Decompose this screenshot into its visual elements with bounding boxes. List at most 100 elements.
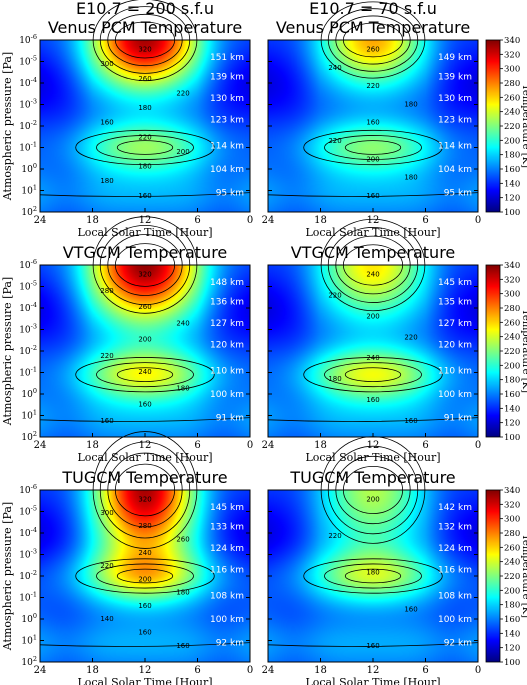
panel-title: VTGCM Temperature bbox=[63, 243, 228, 262]
y-tick-label: 10-3 bbox=[19, 548, 37, 561]
y-tick-label: 10-2 bbox=[19, 569, 37, 582]
x-tick-label: 0 bbox=[475, 215, 481, 226]
x-tick-label: 0 bbox=[247, 440, 253, 451]
y-tick-label: 100 bbox=[21, 612, 37, 625]
y-tick-label: 10-3 bbox=[19, 98, 37, 111]
colorbar-tick-label: 340 bbox=[504, 486, 520, 496]
contour-label: 200 bbox=[366, 312, 379, 320]
contour-label: 280 bbox=[138, 522, 151, 530]
altitude-labels: 145 km 133 km 124 km 116 km 108 km 100 km 92 k… bbox=[210, 503, 244, 648]
y-tick-label: 10-5 bbox=[19, 55, 37, 68]
x-axis: 24 18 12 6 0 Local Solar Time [Hour] bbox=[262, 658, 481, 685]
altitude-label: 120 km bbox=[210, 341, 244, 351]
altitude-labels: 148 km 136 km 127 km 120 km 110 km 100 km 91 k… bbox=[210, 278, 244, 423]
x-axis-label: Local Solar Time [Hour] bbox=[77, 676, 212, 685]
x-tick-label: 12 bbox=[139, 215, 152, 226]
x-tick-label: 0 bbox=[475, 440, 481, 451]
x-axis-label: Local Solar Time [Hour] bbox=[305, 451, 440, 464]
colorbar-label: Temperature [K] bbox=[520, 534, 527, 618]
contour-labels: 240 220 200 220 240 180 160 160 bbox=[328, 271, 417, 425]
contour-label: 180 bbox=[176, 384, 189, 392]
contour-label: 180 bbox=[138, 163, 151, 171]
y-tick-label: 10-3 bbox=[19, 323, 37, 336]
y-axis bbox=[268, 489, 478, 663]
altitude-labels: 145 km 135 km 127 km 120 km 110 km 100 km 91 k… bbox=[438, 278, 472, 423]
x-tick-label: 18 bbox=[314, 215, 327, 226]
contour-label: 300 bbox=[100, 60, 113, 68]
heatmap-image bbox=[268, 490, 478, 662]
altitude-label: 116 km bbox=[438, 566, 472, 576]
contour-label: 200 bbox=[366, 155, 379, 163]
contour-label: 160 bbox=[366, 192, 379, 200]
contour-label: 220 bbox=[404, 333, 417, 341]
contour-label: 240 bbox=[138, 368, 151, 376]
colorbar-tick-label: 100 bbox=[504, 658, 520, 668]
contour-label: 260 bbox=[138, 303, 151, 311]
colorbar-tick-label: 140 bbox=[504, 404, 520, 414]
x-axis: 24 18 12 6 0 Local Solar Time [Hour] bbox=[34, 433, 253, 464]
contour-label: 220 bbox=[176, 89, 189, 97]
x-axis: 24 18 12 6 0 Local Solar Time [Hour] bbox=[262, 208, 481, 239]
colorbar-tick-label: 240 bbox=[504, 558, 520, 568]
contour-label: 180 bbox=[138, 104, 151, 112]
y-tick-label: 100 bbox=[21, 387, 37, 400]
colorbar-tick-label: 320 bbox=[504, 500, 520, 510]
x-axis: 24 18 12 6 0 Local Solar Time [Hour] bbox=[34, 658, 253, 685]
panel-5: 320300280260240220200180160140160160145 … bbox=[1, 431, 253, 685]
contour-label: 160 bbox=[138, 192, 151, 200]
colorbar-tick-label: 340 bbox=[504, 36, 520, 46]
x-axis-label: Local Solar Time [Hour] bbox=[77, 451, 212, 464]
x-tick-label: 6 bbox=[194, 215, 200, 226]
contour-label: 240 bbox=[328, 64, 341, 72]
contour-lines bbox=[39, 431, 251, 647]
contour-label: 160 bbox=[100, 417, 113, 425]
x-tick-label: 6 bbox=[422, 440, 428, 451]
y-tick-label: 10-6 bbox=[19, 258, 37, 271]
altitude-label: 95 km bbox=[444, 189, 472, 199]
y-tick-label: 102 bbox=[21, 430, 37, 443]
altitude-label: 92 km bbox=[444, 639, 472, 649]
contour-label: 160 bbox=[404, 417, 417, 425]
colorbar-tick-label: 240 bbox=[504, 108, 520, 118]
x-tick-label: 18 bbox=[86, 440, 99, 451]
y-tick-label: 102 bbox=[21, 655, 37, 668]
contour-label: 160 bbox=[366, 119, 379, 127]
colorbar-tick-label: 260 bbox=[504, 543, 520, 553]
x-tick-label: 0 bbox=[247, 665, 253, 676]
y-axis-label: Atmospheric pressure [Pa] bbox=[1, 502, 14, 651]
altitude-label: 130 km bbox=[210, 94, 244, 104]
colorbar-tick-label: 180 bbox=[504, 601, 520, 611]
y-tick-label: 10-2 bbox=[19, 119, 37, 132]
altitude-label: 145 km bbox=[210, 503, 244, 513]
x-tick-label: 18 bbox=[86, 665, 99, 676]
y-axis: 10-6 10-5 10-4 10-3 10-2 10-1 100 101 102 Atmosph… bbox=[1, 258, 250, 443]
contour-label: 260 bbox=[176, 535, 189, 543]
colorbar-tick-label: 280 bbox=[504, 304, 520, 314]
colorbar-tick-label: 100 bbox=[504, 433, 520, 443]
panel-title: TUGCM Temperature bbox=[289, 468, 455, 487]
colorbar-tick-label: 260 bbox=[504, 318, 520, 328]
contour-label: 240 bbox=[366, 354, 379, 362]
x-tick-label: 12 bbox=[367, 440, 380, 451]
x-tick-label: 18 bbox=[314, 440, 327, 451]
x-tick-label: 6 bbox=[422, 215, 428, 226]
colorbar-tick-label: 340 bbox=[504, 261, 520, 271]
heatmap-image bbox=[40, 265, 250, 437]
altitude-label: 114 km bbox=[210, 141, 244, 151]
contour-label: 180 bbox=[100, 177, 113, 185]
altitude-label: 142 km bbox=[438, 503, 472, 513]
heatmap-image bbox=[268, 265, 478, 437]
altitude-label: 100 km bbox=[210, 390, 244, 400]
contour-label: 160 bbox=[138, 401, 151, 409]
colorbar-tick-label: 280 bbox=[504, 79, 520, 89]
contour-labels: 320 300 280 260 240 220 200 180 160 140 160 160 bbox=[100, 496, 189, 650]
y-tick-label: 10-1 bbox=[19, 141, 37, 154]
y-axis: 10-6 10-5 10-4 10-3 10-2 10-1 100 101 102 Atmosph… bbox=[1, 483, 250, 668]
y-tick-label: 10-2 bbox=[19, 344, 37, 357]
contour-label: 200 bbox=[138, 336, 151, 344]
contour-label: 220 bbox=[100, 562, 113, 570]
colorbar-tick-label: 220 bbox=[504, 572, 520, 582]
altitude-label: 104 km bbox=[210, 165, 244, 175]
y-tick-label: 101 bbox=[21, 409, 37, 422]
